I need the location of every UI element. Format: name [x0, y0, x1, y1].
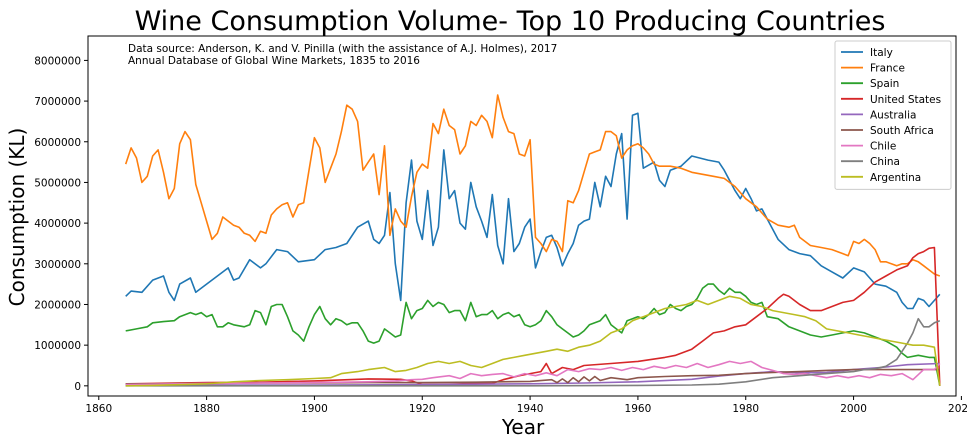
annotation-line-2: Annual Database of Global Wine Markets, … — [128, 55, 420, 67]
legend-label-spain: Spain — [870, 78, 899, 90]
legend-label-south-africa: South Africa — [870, 125, 934, 137]
chart-title: Wine Consumption Volume- Top 10 Producin… — [135, 6, 886, 37]
y-tick-label-6000000: 6000000 — [34, 137, 81, 149]
series-line-italy — [125, 112, 941, 310]
legend-label-china: China — [870, 156, 900, 168]
legend-label-argentina: Argentina — [870, 172, 921, 184]
x-tick-label-1980: 1980 — [732, 403, 759, 415]
x-tick-label-1900: 1900 — [301, 403, 328, 415]
annotation-line-1: Data source: Anderson, K. and V. Pinilla… — [128, 43, 557, 55]
series-line-argentina — [125, 295, 941, 387]
series-line-united-states — [125, 246, 941, 386]
series-line-south-africa — [125, 368, 940, 385]
legend-label-united-states: United States — [870, 94, 941, 106]
legend-label-france: France — [870, 63, 905, 75]
axes-frame — [87, 35, 957, 397]
series-line-chile — [125, 360, 941, 386]
y-tick-label-5000000: 5000000 — [34, 177, 81, 189]
legend-box — [834, 40, 952, 190]
x-tick-label-1960: 1960 — [625, 403, 652, 415]
x-tick-label-1860: 1860 — [85, 403, 112, 415]
y-axis-label: Consumption (KL) — [5, 128, 29, 307]
x-tick-label-1920: 1920 — [409, 403, 436, 415]
legend-label-italy: Italy — [870, 47, 893, 59]
legend-label-australia: Australia — [870, 109, 916, 121]
y-tick-label-3000000: 3000000 — [34, 259, 81, 271]
y-tick-label-8000000: 8000000 — [34, 55, 81, 67]
series-line-spain — [125, 283, 941, 386]
y-tick-label-4000000: 4000000 — [34, 218, 81, 230]
x-tick-label-2000: 2000 — [840, 403, 867, 415]
legend-label-chile: Chile — [870, 141, 896, 153]
y-tick-label-2000000: 2000000 — [34, 299, 81, 311]
y-tick-label-0: 0 — [74, 381, 81, 393]
x-tick-label-1940: 1940 — [517, 403, 544, 415]
y-tick-label-7000000: 7000000 — [34, 96, 81, 108]
y-tick-label-1000000: 1000000 — [34, 340, 81, 352]
x-tick-label-1880: 1880 — [193, 403, 220, 415]
series-line-france — [124, 94, 941, 277]
series-line-china — [125, 317, 941, 387]
x-axis-label: Year — [501, 415, 545, 439]
